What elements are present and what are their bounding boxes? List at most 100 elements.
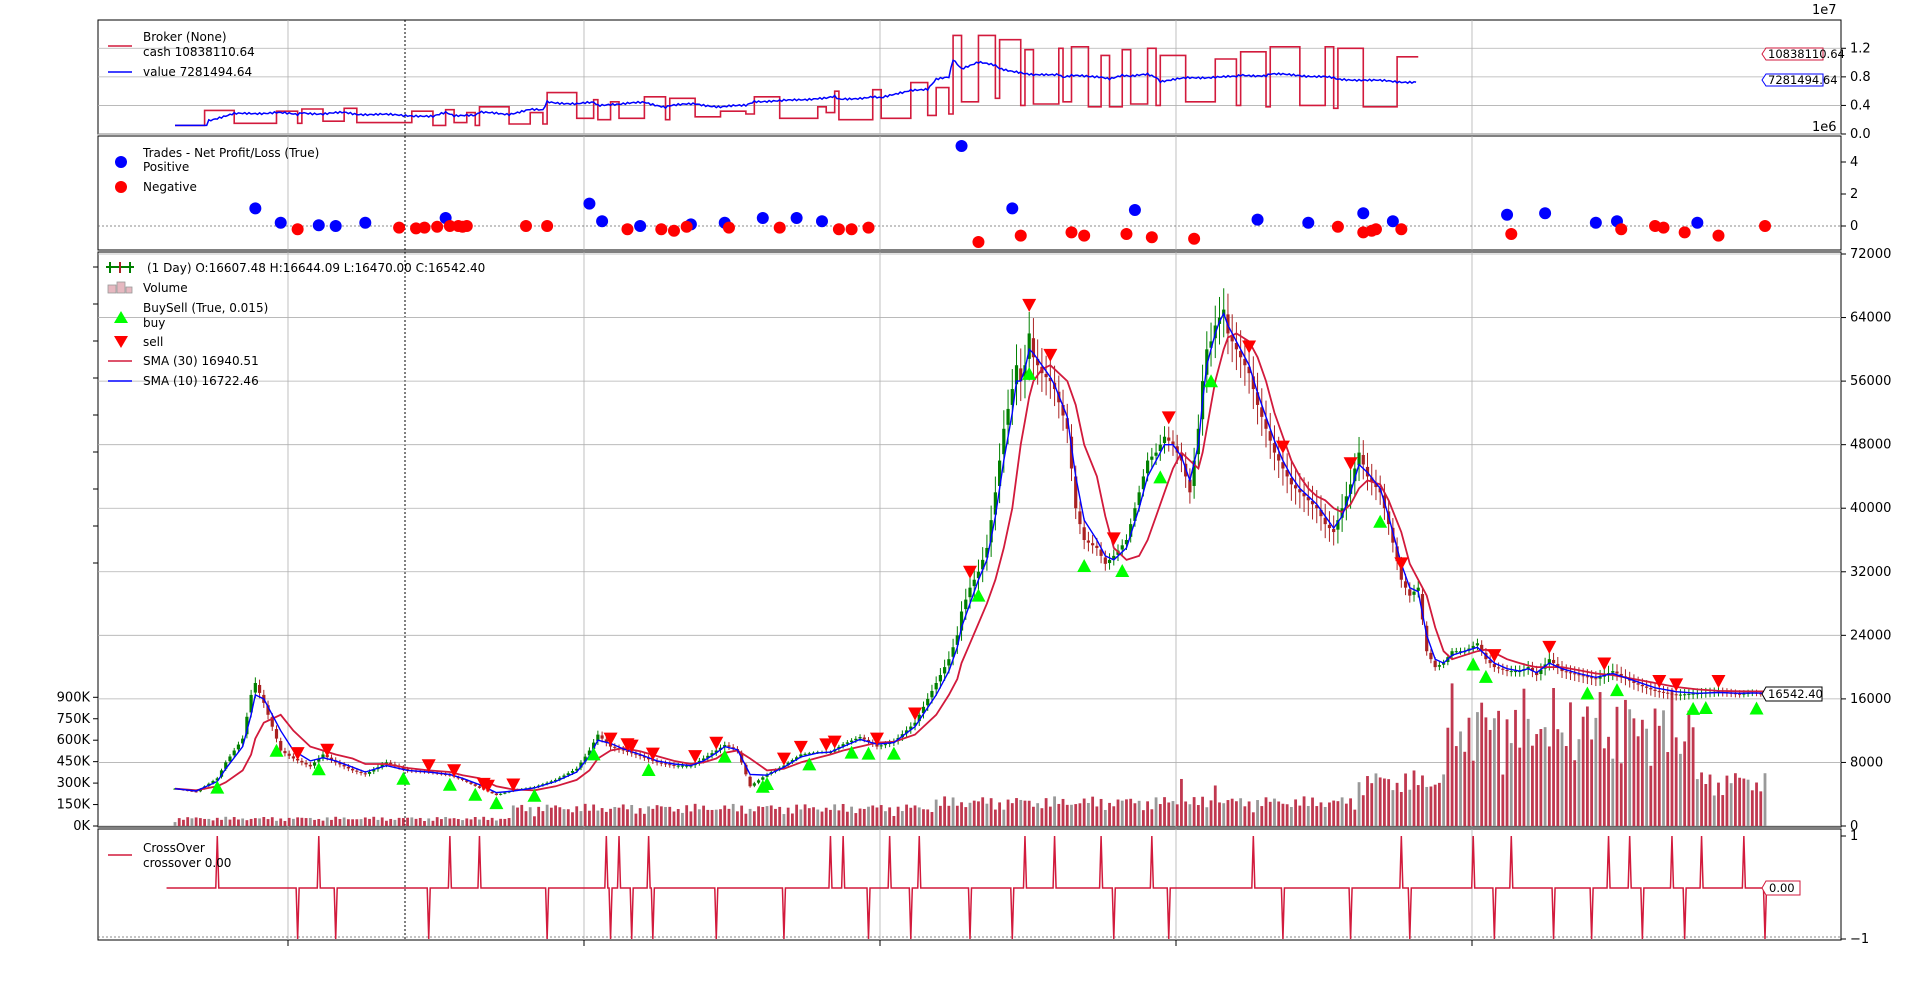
candle-body bbox=[1416, 587, 1420, 591]
price-y-tick-label: 72000 bbox=[1850, 247, 1891, 262]
candle-body bbox=[460, 778, 465, 780]
candle-body bbox=[1425, 625, 1429, 652]
candle-body bbox=[562, 775, 566, 778]
volume-bar bbox=[922, 809, 925, 826]
volume-bar bbox=[1010, 803, 1014, 826]
volume-bar bbox=[1615, 706, 1619, 826]
volume-bar bbox=[1383, 778, 1386, 826]
candle-body bbox=[1442, 663, 1446, 665]
volume-bar bbox=[642, 813, 646, 826]
negative-trade-point bbox=[1014, 229, 1027, 242]
candle-body bbox=[1175, 446, 1179, 453]
candle-body bbox=[731, 747, 735, 749]
candle-body bbox=[469, 782, 473, 784]
positive-trade-point bbox=[1128, 204, 1141, 216]
volume-bar bbox=[558, 807, 562, 826]
sell-marker bbox=[1242, 340, 1257, 354]
volume-bar bbox=[1531, 745, 1534, 826]
volume-bar bbox=[926, 809, 930, 826]
price-y-tick-label: 32000 bbox=[1850, 565, 1891, 580]
volume-bar bbox=[355, 819, 359, 826]
sell-marker bbox=[908, 707, 923, 721]
volume-bar bbox=[1433, 784, 1437, 826]
volume-bar bbox=[1053, 796, 1056, 826]
candle-body bbox=[845, 742, 849, 744]
volume-bar bbox=[655, 805, 659, 826]
positive-trade-point bbox=[1006, 202, 1019, 215]
candle-body bbox=[1006, 408, 1010, 425]
volume-bar bbox=[414, 818, 418, 826]
volume-bar bbox=[1535, 734, 1539, 826]
candle-body bbox=[998, 460, 1002, 486]
volume-bar bbox=[198, 818, 202, 826]
candle-body bbox=[613, 746, 617, 748]
volume-bar bbox=[820, 811, 824, 826]
candle-body bbox=[858, 737, 862, 739]
positive-trade-point bbox=[1539, 207, 1552, 220]
volume-bar bbox=[634, 813, 638, 826]
volume-bar bbox=[626, 809, 629, 826]
candle-body bbox=[1666, 692, 1670, 694]
candle-body bbox=[1260, 407, 1264, 417]
volume-bar bbox=[575, 806, 579, 826]
trades-legend-title: Trades - Net Profit/Loss (True) bbox=[142, 146, 319, 160]
candle-body bbox=[659, 762, 663, 764]
volume-bar bbox=[1404, 773, 1407, 826]
candle-body bbox=[621, 749, 625, 751]
volume-bar bbox=[1632, 718, 1636, 826]
buy-marker bbox=[1022, 366, 1037, 380]
volume-bar bbox=[833, 804, 837, 826]
volume-bar bbox=[727, 808, 731, 826]
negative-trade-point bbox=[1712, 229, 1725, 242]
volume-bar bbox=[803, 804, 807, 826]
sell-marker bbox=[1343, 457, 1358, 471]
volume-bar bbox=[241, 818, 245, 826]
volume-bar bbox=[1180, 778, 1183, 826]
volume-bar bbox=[346, 819, 350, 826]
candle-body bbox=[1505, 670, 1509, 672]
volume-bar bbox=[186, 817, 190, 826]
candle-body bbox=[1230, 335, 1234, 342]
trades-y-tick-label: 2 bbox=[1850, 187, 1858, 202]
volume-bar bbox=[1285, 804, 1289, 826]
volume-bar bbox=[253, 818, 257, 826]
candle-body bbox=[1205, 349, 1209, 375]
volume-bar bbox=[1514, 709, 1517, 826]
volume-bar bbox=[900, 811, 904, 826]
candle-body bbox=[854, 738, 858, 741]
candle-body bbox=[477, 786, 482, 788]
volume-bar bbox=[1078, 803, 1082, 826]
candle-body bbox=[1475, 643, 1480, 646]
volume-bar bbox=[1437, 782, 1441, 826]
volume-bar bbox=[435, 817, 439, 826]
crossover-y-tick-label: −1 bbox=[1850, 932, 1869, 947]
volume-bar bbox=[494, 820, 498, 826]
sell-marker bbox=[1394, 557, 1409, 571]
candle-body bbox=[236, 744, 241, 750]
buy-marker bbox=[1204, 374, 1219, 388]
volume-bar bbox=[1450, 683, 1454, 826]
volume-bar bbox=[1679, 753, 1682, 826]
candle-body bbox=[575, 768, 579, 771]
volume-bar bbox=[1476, 712, 1479, 826]
candle-body bbox=[1048, 377, 1052, 382]
candle-body bbox=[1209, 341, 1213, 348]
volume-bar bbox=[342, 817, 346, 826]
price-y-tick-label: 40000 bbox=[1850, 501, 1891, 516]
positive-trade-point bbox=[1302, 216, 1315, 229]
candle-body bbox=[1348, 484, 1353, 494]
volume-bar bbox=[947, 805, 951, 826]
candle-body bbox=[727, 745, 731, 747]
sell-marker bbox=[1542, 640, 1557, 654]
volume-bar bbox=[774, 808, 777, 826]
candle-body bbox=[883, 744, 888, 746]
volume-bar bbox=[1683, 741, 1687, 826]
volume-bar bbox=[473, 817, 477, 826]
candle-body bbox=[642, 756, 646, 758]
volume-bar bbox=[769, 805, 773, 826]
buy-marker bbox=[886, 746, 901, 760]
volume-bar bbox=[1209, 800, 1213, 826]
volume-bar bbox=[807, 808, 811, 826]
sell-marker bbox=[1597, 657, 1612, 671]
